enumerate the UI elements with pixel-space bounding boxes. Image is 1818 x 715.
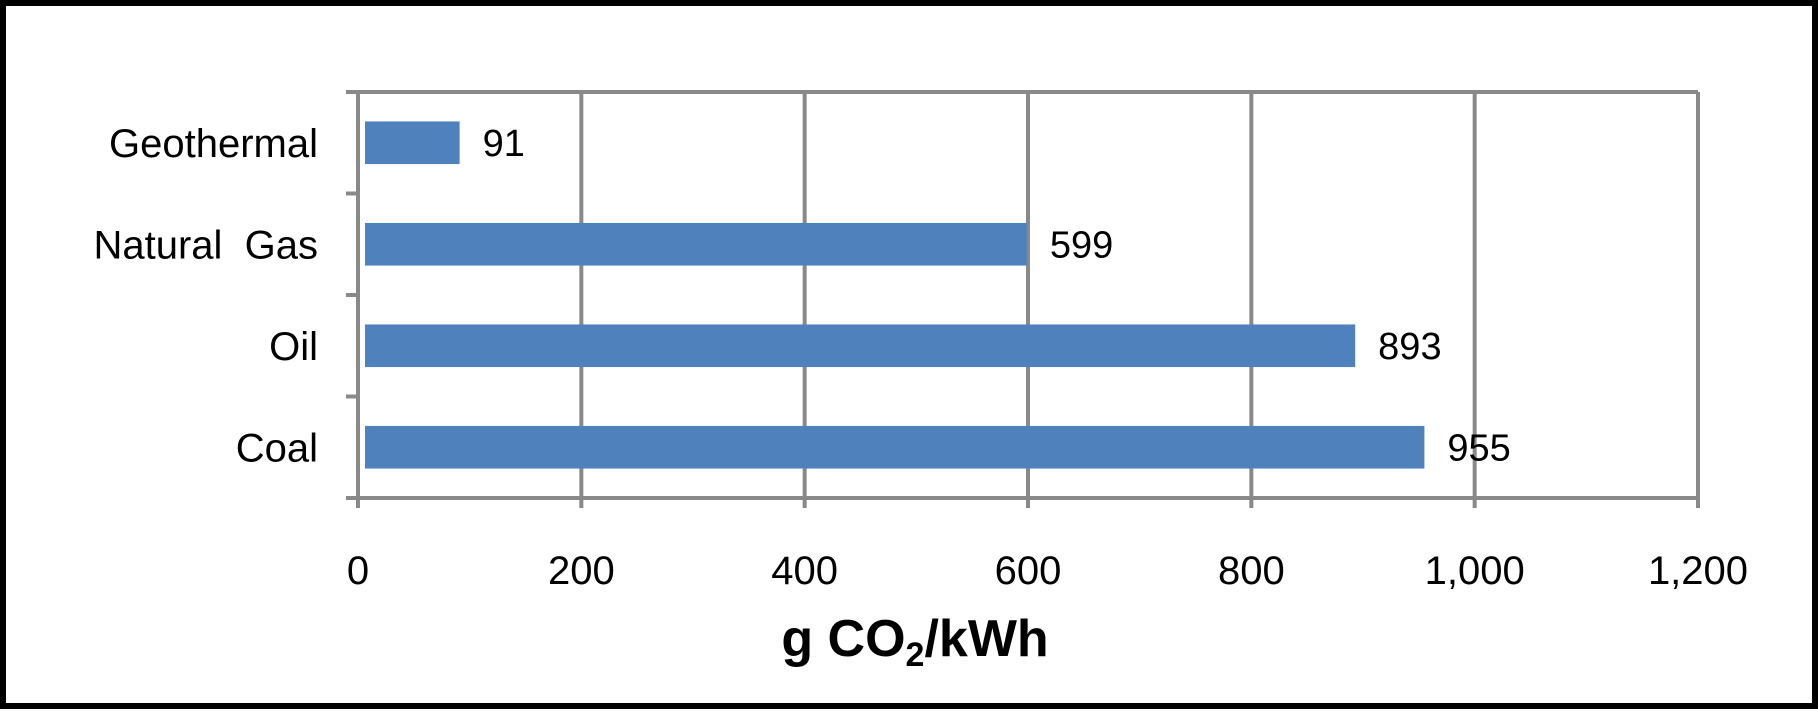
labels: 0 200 400 600 800 1,000 1,200 Geothermal 91 Natur… [93,122,1748,593]
category-label: Oil [269,325,318,369]
data-label: 91 [483,123,525,165]
x-tick-label: 0 [347,549,369,593]
x-tick-label: 1,200 [1648,549,1748,593]
x-tick-label: 200 [548,549,615,593]
bar [365,425,1425,469]
bar-chart: 0 200 400 600 800 1,000 1,200 Geothermal 91 Natur… [93,90,1748,674]
data-label: 955 [1447,427,1510,469]
category-label: Coal [236,426,318,470]
x-tick-label: 600 [995,549,1062,593]
x-tick-label: 400 [771,549,838,593]
x-tick-label: 1,000 [1425,549,1525,593]
data-label: 893 [1378,326,1441,368]
category-label: Natural Gas [93,223,318,267]
gridlines [348,90,1700,508]
bar [365,324,1356,368]
category-label: Geothermal [109,122,318,166]
x-tick-label: 800 [1218,549,1285,593]
bar [365,121,460,165]
x-axis-title: g CO2/kWh [781,610,1048,674]
bar [365,222,1027,266]
data-label: 599 [1050,224,1113,266]
axes [346,90,1698,508]
bars [365,121,1425,469]
